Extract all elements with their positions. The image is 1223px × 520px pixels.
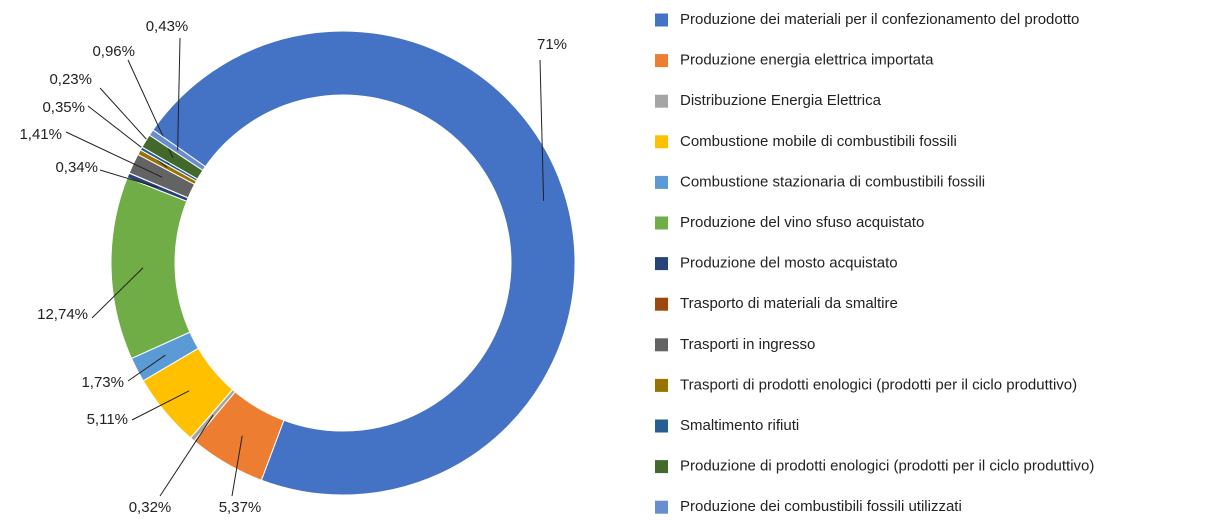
legend-swatch: [655, 297, 668, 311]
legend-label: Produzione del vino sfuso acquistato: [680, 214, 924, 231]
legend-label: Trasporti in ingresso: [680, 336, 815, 353]
data-label: 1,73%: [81, 374, 124, 391]
leader-line: [127, 354, 166, 382]
data-label: 12,74%: [37, 306, 88, 323]
leader-line: [159, 414, 214, 497]
legend-label: Produzione di prodotti enologici (prodot…: [680, 458, 1094, 475]
legend-swatch: [655, 216, 668, 230]
legend-swatch: [655, 94, 668, 108]
legend-label: Combustione stazionaria di combustibili …: [680, 173, 985, 190]
legend-label: Trasporto di materiali da smaltire: [680, 295, 898, 312]
leader-line: [65, 131, 163, 178]
legend-swatch: [655, 460, 668, 474]
leader-line: [539, 59, 545, 201]
leader-line: [231, 435, 243, 497]
legend-swatch: [655, 419, 668, 433]
data-label: 0,34%: [55, 159, 98, 176]
data-label: 0,32%: [129, 499, 172, 516]
data-label: 0,23%: [49, 71, 92, 88]
legend-swatch: [655, 378, 668, 392]
data-label: 0,96%: [92, 43, 135, 60]
leader-line: [99, 169, 158, 188]
data-label: 1,41%: [19, 126, 62, 143]
data-label: 5,37%: [219, 499, 262, 516]
legend-swatch: [655, 338, 668, 352]
legend-label: Trasporti di prodotti enologici (prodott…: [680, 376, 1077, 393]
legend-label: Combustione mobile di combustibili fossi…: [680, 133, 957, 150]
leader-line: [177, 37, 181, 151]
donut-slice: [152, 30, 576, 496]
legend-swatch: [655, 54, 668, 68]
data-label: 0,35%: [42, 99, 85, 116]
data-label: 71%: [537, 36, 567, 53]
donut-slice: [110, 177, 191, 360]
legend-label: Produzione dei combustibili fossili util…: [680, 498, 962, 515]
leader-line: [131, 390, 190, 421]
leader-line: [91, 267, 144, 319]
legend-label: Produzione del mosto acquistato: [680, 255, 898, 272]
data-label: 5,11%: [87, 411, 128, 428]
legend-label: Produzione dei materiali per il confezio…: [680, 11, 1079, 28]
legend-swatch: [655, 500, 668, 514]
legend-swatch: [655, 257, 668, 271]
legend-swatch: [655, 135, 668, 149]
legend-swatch: [655, 13, 668, 27]
legend-label: Distribuzione Energia Elettrica: [680, 92, 882, 109]
data-label: 0,43%: [146, 18, 189, 35]
legend-swatch: [655, 175, 668, 189]
legend-label: Smaltimento rifiuti: [680, 417, 799, 434]
legend-label: Produzione energia elettrica importata: [680, 52, 934, 69]
